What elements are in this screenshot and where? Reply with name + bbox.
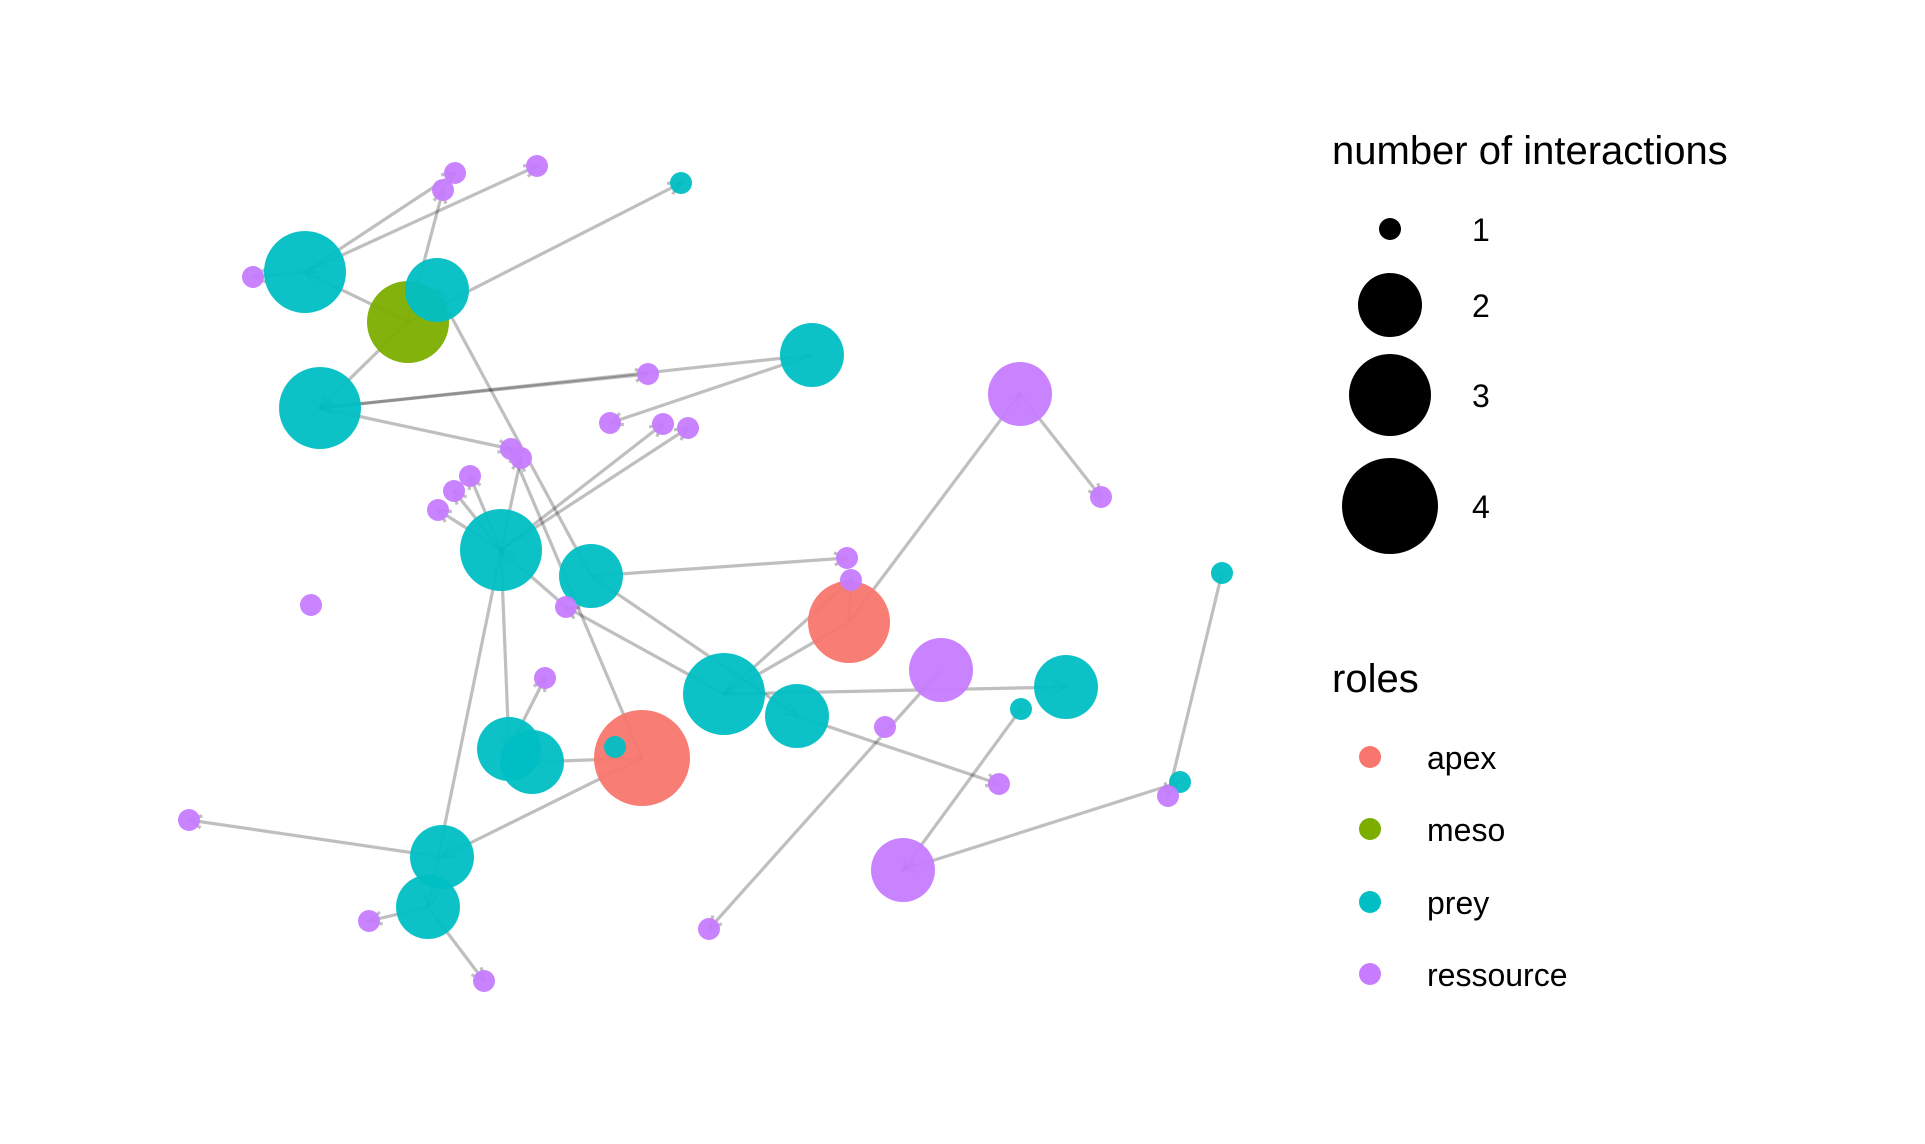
network-node-ressource <box>178 809 200 831</box>
network-edge <box>319 353 813 410</box>
network-node-prey <box>405 258 469 322</box>
network-node-prey <box>460 509 542 591</box>
network-node-ressource <box>300 594 322 616</box>
network-node-ressource <box>677 417 699 439</box>
network-node-ressource <box>874 716 896 738</box>
network-node-ressource <box>836 547 858 569</box>
network-node-prey <box>683 653 765 735</box>
network-node-ressource <box>1090 486 1112 508</box>
network-node-prey <box>780 323 844 387</box>
network-node-prey <box>1010 698 1032 720</box>
size-legend-title: number of interactions <box>1332 129 1728 173</box>
network-edge <box>435 289 593 577</box>
size-legend: number of interactions 1 2 3 4 <box>1332 129 1728 554</box>
network-edge <box>902 780 1181 872</box>
network-node-prey <box>410 825 474 889</box>
network-node-prey <box>500 730 564 794</box>
network-node-prey <box>559 544 623 608</box>
size-legend-label-4: 4 <box>1472 489 1490 525</box>
network-node-ressource <box>988 362 1052 426</box>
network-edge <box>590 556 848 578</box>
network-node-ressource <box>599 412 621 434</box>
network-node-prey <box>279 367 361 449</box>
roles-legend-key-ressource <box>1359 963 1381 985</box>
network-node-prey <box>670 172 692 194</box>
network-edge <box>319 372 649 410</box>
network-node-ressource <box>459 465 481 487</box>
network-node-ressource <box>358 910 380 932</box>
size-legend-label-3: 3 <box>1472 378 1490 414</box>
network-node-prey <box>604 736 626 758</box>
size-legend-label-1: 1 <box>1472 212 1490 248</box>
roles-legend-key-apex <box>1359 746 1381 768</box>
network-node-prey <box>1211 562 1233 584</box>
network-node-ressource <box>526 155 548 177</box>
network-node-ressource <box>1157 785 1179 807</box>
size-legend-key-2 <box>1358 273 1422 337</box>
nodes-layer <box>178 155 1233 992</box>
network-node-ressource <box>443 480 465 502</box>
network-edge <box>609 353 813 425</box>
size-legend-label-2: 2 <box>1472 288 1490 324</box>
network-node-ressource <box>698 918 720 940</box>
network-node-ressource <box>652 413 674 435</box>
network-edge <box>188 818 443 859</box>
size-legend-key-3 <box>1349 354 1431 436</box>
network-node-ressource <box>242 266 264 288</box>
network-node-apex <box>594 710 690 806</box>
network-edge <box>1166 572 1224 797</box>
network-node-ressource <box>534 667 556 689</box>
network-node-ressource <box>473 970 495 992</box>
roles-legend-title: roles <box>1332 657 1419 701</box>
network-node-ressource <box>909 638 973 702</box>
network-edge <box>796 714 1000 786</box>
roles-legend-label-apex: apex <box>1427 740 1496 776</box>
network-node-ressource <box>871 838 935 902</box>
roles-legend: roles apex meso prey ressource <box>1332 657 1568 993</box>
network-edge <box>707 668 943 931</box>
roles-legend-label-ressource: ressource <box>1427 957 1568 993</box>
edges-layer <box>185 164 1224 984</box>
network-node-ressource <box>988 773 1010 795</box>
network-node-ressource <box>555 596 577 618</box>
roles-legend-label-prey: prey <box>1427 885 1489 921</box>
network-node-ressource <box>427 499 449 521</box>
network-edge <box>304 164 538 274</box>
network-node-prey <box>1034 655 1098 719</box>
network-node-prey <box>765 684 829 748</box>
network-node-ressource <box>637 363 659 385</box>
network-node-ressource <box>432 179 454 201</box>
network-node-ressource <box>444 162 466 184</box>
roles-legend-key-meso <box>1359 818 1381 840</box>
network-node-prey <box>264 231 346 313</box>
size-legend-key-1 <box>1379 218 1401 240</box>
network-edge <box>847 393 1022 623</box>
size-legend-key-4 <box>1342 458 1438 554</box>
network-node-prey <box>396 875 460 939</box>
roles-legend-key-prey <box>1359 891 1381 913</box>
roles-legend-label-meso: meso <box>1427 812 1505 848</box>
network-node-ressource <box>510 447 532 469</box>
network-edge <box>901 708 1023 871</box>
network-node-apex <box>808 581 890 663</box>
network-node-ressource <box>840 569 862 591</box>
